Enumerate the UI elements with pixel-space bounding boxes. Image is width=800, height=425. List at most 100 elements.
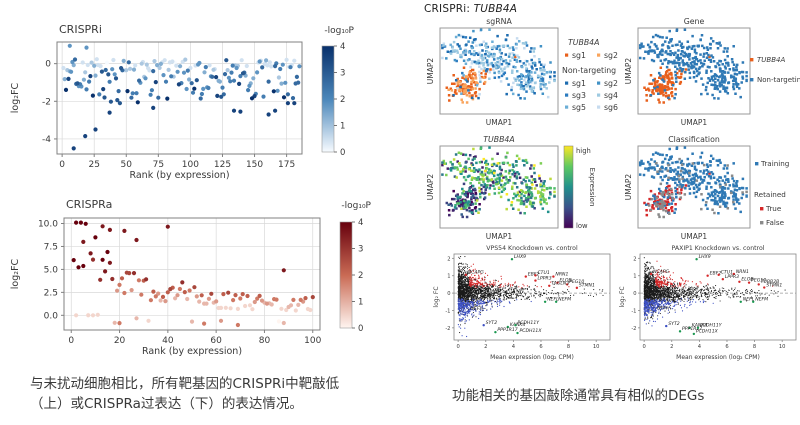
chart-crispra-rank: 0 20 40 60 80 100 10.0 7.5 5.0 2.5 0.0 CRISPRa Rank …	[2, 190, 402, 370]
data-points	[442, 40, 556, 93]
svg-text:LHX9: LHX9	[699, 254, 711, 260]
data-points	[643, 298, 714, 327]
y-axis-label: log₂FC	[10, 258, 21, 289]
header-prefix: CRISPRi:	[424, 3, 474, 15]
data-points	[78, 61, 293, 99]
svg-text:sg3: sg3	[572, 91, 586, 100]
svg-text:sg2: sg2	[604, 51, 618, 60]
chart-title: Classification	[668, 135, 720, 144]
svg-text:PEG10: PEG10	[751, 277, 766, 283]
svg-text:PCDH11X: PCDH11X	[696, 329, 719, 335]
data-points	[119, 276, 308, 301]
caption-left: 与未扰动细胞相比，所有靶基因的CRISPRi中靶敲低（上）或CRISPRa过表达…	[30, 376, 340, 413]
svg-text:NEFL: NEFL	[743, 297, 755, 303]
svg-text:0.0: 0.0	[44, 311, 59, 321]
data-points	[441, 153, 556, 211]
data-points	[647, 157, 748, 219]
umap-classification-svg: Classification UMAP1 UMAP2 Training Retained…	[624, 135, 789, 241]
crispra-rank-svg: 0 20 40 60 80 10010.07.55.02.50.0CRISPRaRank …	[10, 198, 372, 357]
svg-text:KANK4: KANK4	[692, 323, 708, 329]
data-points	[468, 263, 570, 289]
data-points	[115, 288, 306, 323]
colorbar-label: Expression	[588, 167, 597, 206]
chart-umap-gene: Gene UMAP1 UMAP2 TUBB4A Non-targeting	[624, 14, 800, 134]
y-axis-label: UMAP2	[426, 174, 435, 201]
svg-text:ELOB: ELOB	[560, 277, 572, 283]
svg-text:10: 10	[593, 344, 600, 350]
svg-text:NRN1: NRN1	[736, 269, 749, 275]
y-axis-label: UMAP2	[624, 58, 633, 85]
ma-paxip1-svg: PAXIP1 Knockdown vs. control LHX9 NCAPG EBF…	[619, 245, 797, 361]
svg-text:0: 0	[59, 160, 65, 170]
data-points	[63, 86, 287, 105]
svg-text:sg1: sg1	[572, 79, 586, 88]
y-axis-label: log₂ FC	[619, 286, 626, 307]
umap-gene-svg: Gene UMAP1 UMAP2 TUBB4A Non-targeting	[624, 17, 800, 127]
svg-text:TUBB2B: TUBB2B	[761, 279, 780, 285]
chart-title: Gene	[684, 17, 705, 26]
svg-text:-2: -2	[42, 97, 51, 107]
svg-text:SYT2: SYT2	[668, 321, 680, 327]
svg-text:4: 4	[358, 218, 363, 228]
svg-text:PEG10: PEG10	[569, 279, 584, 285]
svg-text:0: 0	[456, 344, 459, 350]
svg-text:6: 6	[725, 344, 728, 350]
svg-text:sg5: sg5	[572, 103, 586, 112]
svg-text:Non-targeting: Non-targeting	[757, 76, 800, 84]
svg-text:True: True	[765, 204, 782, 213]
y-axis-label: UMAP2	[426, 58, 435, 85]
svg-text:STMN1: STMN1	[579, 283, 595, 289]
svg-text:NEFL: NEFL	[547, 297, 559, 303]
x-axis-label: UMAP1	[486, 118, 513, 127]
data-points	[449, 28, 552, 96]
x-axis-label: Rank (by expression)	[142, 346, 242, 357]
svg-text:3: 3	[340, 69, 345, 79]
data-points	[75, 58, 246, 106]
svg-text:-2: -2	[631, 326, 636, 332]
svg-text:150: 150	[246, 160, 263, 170]
svg-text:-1: -1	[631, 308, 636, 314]
svg-text:6: 6	[539, 344, 542, 350]
svg-text:2: 2	[670, 344, 673, 350]
svg-text:2: 2	[358, 271, 363, 281]
data-points	[124, 270, 315, 300]
svg-text:4: 4	[698, 344, 702, 350]
ma-vps54-svg: VPS54 Knockdown vs. control LHX9 NCAPG EBF2…	[433, 245, 611, 361]
svg-text:Non-targeting: Non-targeting	[562, 66, 616, 75]
plot-frame	[439, 145, 559, 229]
data-points	[72, 57, 301, 101]
data-points	[86, 312, 282, 324]
svg-text:0: 0	[447, 291, 450, 297]
x-axis-label: Mean expression (log₂ CPM)	[676, 354, 760, 361]
svg-text:sg2: sg2	[604, 79, 618, 88]
chart-title: PAXIP1 Knockdown vs. control	[672, 245, 765, 252]
svg-text:0: 0	[340, 148, 345, 158]
chart-umap-classification: Classification UMAP1 UMAP2 Training Retained…	[624, 132, 800, 246]
data-points	[62, 58, 284, 86]
svg-text:5.0: 5.0	[44, 265, 59, 275]
svg-text:10: 10	[779, 344, 786, 350]
svg-text:TUBB4A: TUBB4A	[568, 38, 599, 47]
plot-frame	[639, 253, 797, 341]
svg-text:SYT2: SYT2	[486, 320, 498, 326]
chart-ma-paxip1: PAXIP1 Knockdown vs. control LHX9 NCAPG EBF…	[616, 242, 800, 366]
svg-text:TAGLN3: TAGLN3	[551, 281, 569, 287]
svg-text:PCDH11Y: PCDH11Y	[517, 320, 540, 326]
svg-text:ELOB: ELOB	[741, 277, 753, 283]
y-axis-label: UMAP2	[624, 174, 633, 201]
svg-text:TUBB4A: TUBB4A	[757, 56, 785, 64]
svg-text:PPP1R17: PPP1R17	[682, 326, 702, 332]
svg-text:1: 1	[358, 298, 363, 308]
svg-text:PCDH11X: PCDH11X	[520, 328, 543, 334]
svg-text:-4: -4	[42, 135, 51, 145]
svg-text:40: 40	[162, 336, 174, 346]
svg-text:NEFM: NEFM	[558, 297, 571, 303]
svg-text:sg4: sg4	[604, 91, 618, 100]
colorbar-low-label: low	[576, 222, 588, 230]
svg-text:KANK4: KANK4	[510, 322, 526, 328]
data-points	[457, 298, 532, 338]
svg-text:0: 0	[358, 324, 363, 334]
